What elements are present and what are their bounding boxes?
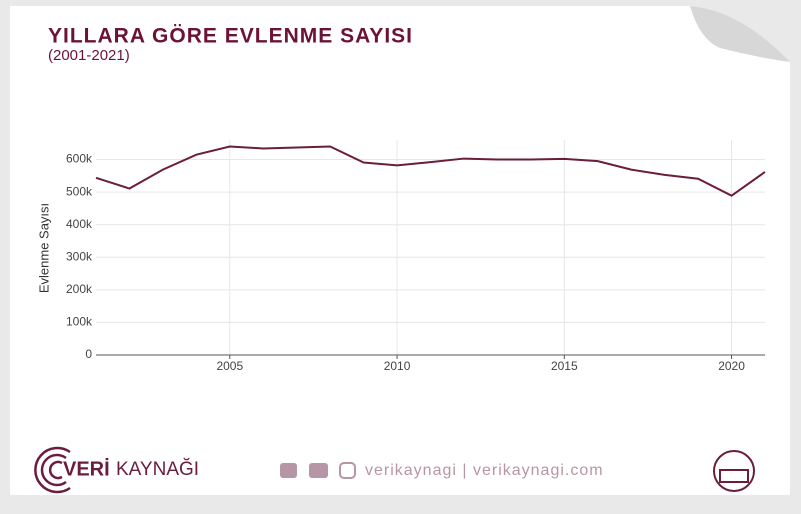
chart-title: YILLARA GÖRE EVLENME SAYISI (48, 25, 413, 48)
y-tick-label: 100k (66, 315, 93, 329)
badge (713, 450, 755, 492)
brand-prefix: VERİ (63, 457, 110, 480)
chart-subtitle: (2001-2021) (48, 47, 130, 64)
instagram-icon[interactable] (339, 462, 356, 479)
y-tick-label: 300k (66, 249, 93, 263)
facebook-icon[interactable] (280, 463, 297, 478)
brand-suffix: KAYNAĞI (116, 458, 199, 480)
footer: VERİ KAYNAĞI verikaynagi | verikaynagi.c… (34, 446, 755, 494)
data-line (95, 145, 766, 197)
y-tick-label: 200k (66, 282, 93, 296)
card (10, 6, 790, 495)
y-tick-label: 400k (66, 217, 93, 231)
footer-links[interactable]: verikaynagi | verikaynagi.com (365, 462, 604, 479)
page-curl (690, 6, 790, 62)
x-tick-label: 2005 (216, 359, 243, 373)
y-tick-label: 600k (66, 152, 93, 166)
y-tick-label: 0 (85, 347, 92, 361)
twitter-icon[interactable] (309, 463, 328, 478)
badge-building (719, 469, 749, 483)
logo-icon (34, 446, 71, 494)
x-tick-label: 2015 (551, 359, 578, 373)
plot: 0 100k 200k 300k 400k 500k 600k 2005 2010 2015 202… (66, 140, 766, 373)
y-axis-label: Evlenme Sayısı (36, 203, 51, 293)
y-tick-label: 500k (66, 184, 93, 198)
x-tick-label: 2010 (384, 359, 411, 373)
x-tick-label: 2020 (718, 359, 745, 373)
